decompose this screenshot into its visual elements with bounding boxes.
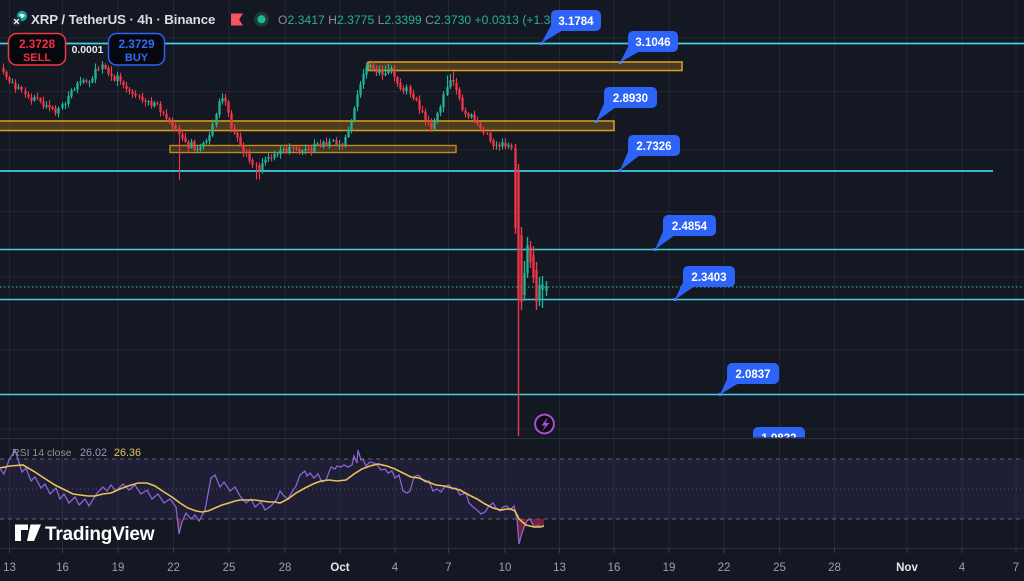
- svg-text:26.36: 26.36: [114, 447, 141, 459]
- svg-text:0.0001: 0.0001: [72, 45, 104, 56]
- svg-text:2.3729: 2.3729: [118, 37, 155, 51]
- svg-text:SELL: SELL: [23, 52, 51, 64]
- svg-text:2.0837: 2.0837: [735, 369, 770, 381]
- svg-text:19: 19: [663, 562, 676, 574]
- svg-text:13: 13: [3, 562, 16, 574]
- svg-text:RSI 14 close: RSI 14 close: [12, 447, 72, 459]
- svg-text:10: 10: [499, 562, 512, 574]
- svg-text:13: 13: [553, 562, 566, 574]
- svg-text:25: 25: [223, 562, 236, 574]
- svg-text:3.1784: 3.1784: [558, 16, 594, 28]
- svg-text:22: 22: [167, 562, 180, 574]
- svg-text:26.02: 26.02: [80, 447, 107, 459]
- svg-text:22: 22: [718, 562, 731, 574]
- svg-text:2.3728: 2.3728: [19, 37, 56, 51]
- svg-text:XRP / TetherUS · 4h · Binance: XRP / TetherUS · 4h · Binance: [31, 12, 215, 27]
- svg-text:1.9832: 1.9832: [761, 433, 796, 445]
- svg-text:28: 28: [828, 562, 841, 574]
- svg-text:2.4854: 2.4854: [672, 221, 708, 233]
- svg-text:25: 25: [773, 562, 786, 574]
- svg-text:7: 7: [445, 562, 451, 574]
- svg-text:2.3403: 2.3403: [691, 272, 726, 284]
- svg-text:Nov: Nov: [896, 562, 918, 574]
- svg-text:16: 16: [608, 562, 621, 574]
- svg-text:2.8930: 2.8930: [613, 93, 648, 105]
- svg-text:BUY: BUY: [125, 52, 149, 64]
- svg-text:4: 4: [392, 562, 399, 574]
- svg-text:7: 7: [1013, 562, 1019, 574]
- svg-text:28: 28: [279, 562, 292, 574]
- svg-text:4: 4: [959, 562, 966, 574]
- svg-text:2.7326: 2.7326: [636, 141, 671, 153]
- svg-text:3.1046: 3.1046: [635, 37, 670, 49]
- svg-text:TradingView: TradingView: [45, 524, 155, 545]
- svg-text:19: 19: [112, 562, 125, 574]
- svg-text:O2.3417 H2.3775 L2.3399 C2.373: O2.3417 H2.3775 L2.3399 C2.3730 +0.0313 …: [278, 13, 572, 27]
- svg-text:16: 16: [56, 562, 69, 574]
- svg-text:Oct: Oct: [330, 562, 349, 574]
